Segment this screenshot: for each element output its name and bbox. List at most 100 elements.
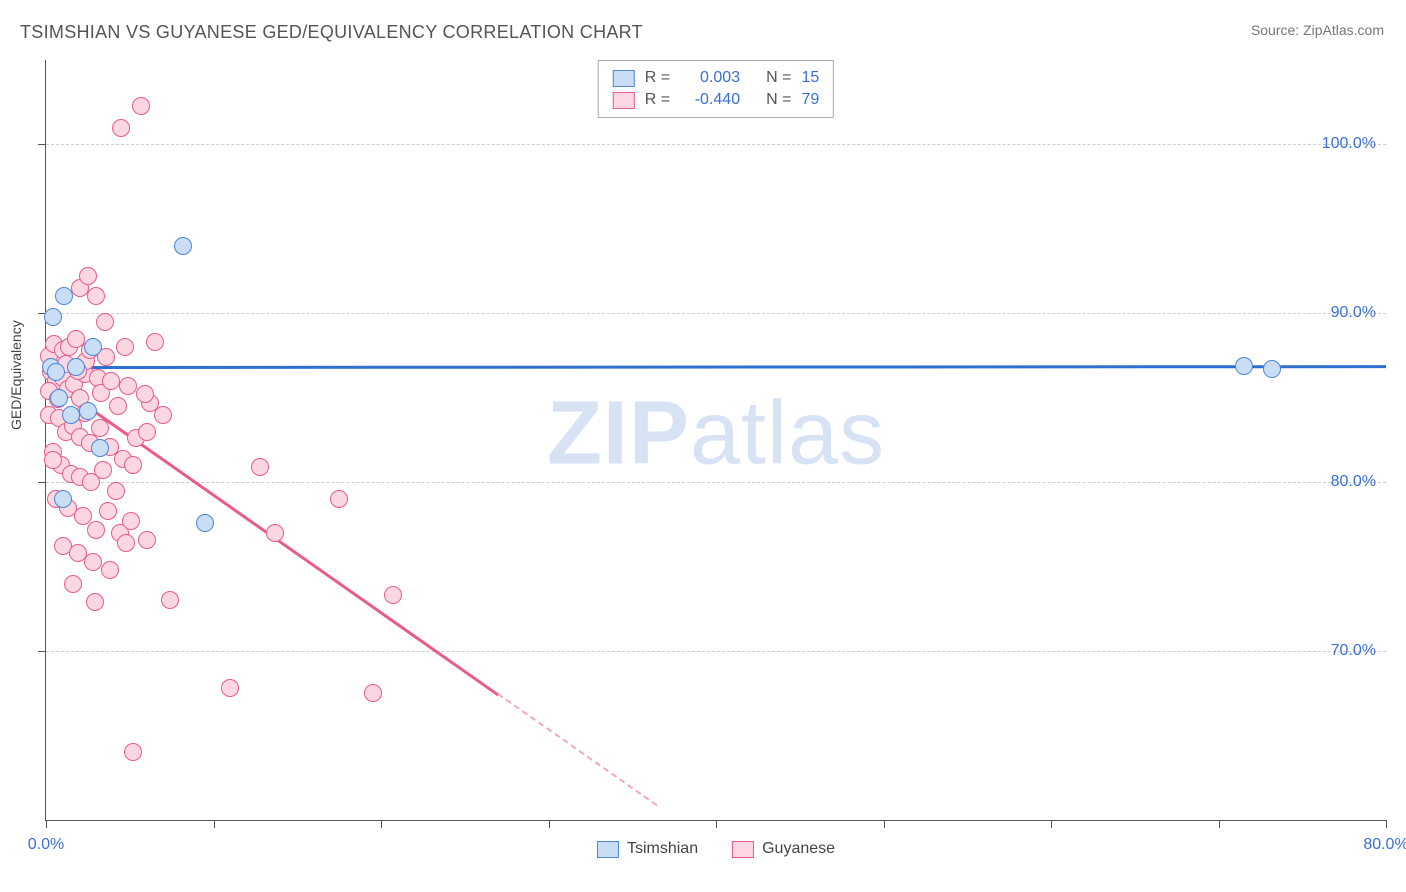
data-point-guyanese bbox=[87, 287, 105, 305]
data-point-guyanese bbox=[330, 490, 348, 508]
data-point-guyanese bbox=[146, 333, 164, 351]
x-tick-label: 80.0% bbox=[1363, 836, 1406, 854]
data-point-guyanese bbox=[94, 461, 112, 479]
data-point-tsimshian bbox=[67, 358, 85, 376]
y-tick-label: 80.0% bbox=[1331, 473, 1376, 491]
data-point-tsimshian bbox=[196, 514, 214, 532]
data-point-guyanese bbox=[138, 531, 156, 549]
x-tick bbox=[381, 820, 382, 828]
gridline bbox=[46, 144, 1386, 145]
chart-title: TSIMSHIAN VS GUYANESE GED/EQUIVALENCY CO… bbox=[20, 22, 643, 43]
data-point-guyanese bbox=[64, 575, 82, 593]
data-point-tsimshian bbox=[44, 308, 62, 326]
data-point-guyanese bbox=[109, 397, 127, 415]
legend-label-tsimshian: Tsimshian bbox=[627, 840, 698, 858]
data-point-guyanese bbox=[136, 385, 154, 403]
data-point-guyanese bbox=[79, 267, 97, 285]
watermark-bold: ZIP bbox=[547, 383, 690, 483]
source-name: ZipAtlas.com bbox=[1303, 22, 1384, 38]
legend-item-tsimshian: Tsimshian bbox=[597, 840, 698, 858]
data-point-tsimshian bbox=[54, 490, 72, 508]
data-point-guyanese bbox=[99, 502, 117, 520]
x-tick bbox=[716, 820, 717, 828]
data-point-guyanese bbox=[91, 419, 109, 437]
data-point-guyanese bbox=[124, 456, 142, 474]
n-label: N = bbox=[766, 67, 791, 89]
r-value-tsimshian: 0.003 bbox=[680, 67, 740, 89]
data-point-guyanese bbox=[117, 534, 135, 552]
legend-swatch-guyanese-icon bbox=[732, 841, 754, 858]
data-point-guyanese bbox=[116, 338, 134, 356]
regression-line bbox=[498, 694, 658, 807]
data-point-guyanese bbox=[124, 743, 142, 761]
data-point-tsimshian bbox=[50, 389, 68, 407]
data-point-guyanese bbox=[161, 591, 179, 609]
n-label: N = bbox=[766, 89, 791, 111]
x-tick bbox=[1386, 820, 1387, 828]
data-point-tsimshian bbox=[174, 237, 192, 255]
data-point-tsimshian bbox=[1263, 360, 1281, 378]
data-point-tsimshian bbox=[1235, 357, 1253, 375]
data-point-guyanese bbox=[154, 406, 172, 424]
x-tick bbox=[1219, 820, 1220, 828]
y-tick-label: 100.0% bbox=[1322, 135, 1376, 153]
y-tick bbox=[38, 651, 46, 652]
data-point-guyanese bbox=[251, 458, 269, 476]
data-point-tsimshian bbox=[79, 402, 97, 420]
gridline bbox=[46, 651, 1386, 652]
legend-item-guyanese: Guyanese bbox=[732, 840, 835, 858]
gridline bbox=[46, 482, 1386, 483]
watermark-rest: atlas bbox=[690, 383, 885, 483]
data-point-guyanese bbox=[84, 553, 102, 571]
data-point-guyanese bbox=[96, 313, 114, 331]
x-tick bbox=[1051, 820, 1052, 828]
legend-stats-row-tsimshian: R = 0.003 N = 15 bbox=[613, 67, 819, 89]
x-tick bbox=[884, 820, 885, 828]
plot-area: ZIPatlas R = 0.003 N = 15 R = -0.440 N =… bbox=[45, 60, 1386, 821]
legend-stats-row-guyanese: R = -0.440 N = 79 bbox=[613, 89, 819, 111]
data-point-guyanese bbox=[107, 482, 125, 500]
source-prefix: Source: bbox=[1251, 22, 1303, 38]
y-tick bbox=[38, 482, 46, 483]
y-tick-label: 90.0% bbox=[1331, 304, 1376, 322]
data-point-guyanese bbox=[364, 684, 382, 702]
data-point-guyanese bbox=[87, 521, 105, 539]
n-value-guyanese: 79 bbox=[801, 89, 819, 111]
y-tick bbox=[38, 144, 46, 145]
data-point-tsimshian bbox=[62, 406, 80, 424]
data-point-guyanese bbox=[132, 97, 150, 115]
data-point-guyanese bbox=[266, 524, 284, 542]
data-point-tsimshian bbox=[55, 287, 73, 305]
data-point-guyanese bbox=[138, 423, 156, 441]
data-point-guyanese bbox=[101, 561, 119, 579]
data-point-tsimshian bbox=[84, 338, 102, 356]
x-tick bbox=[214, 820, 215, 828]
legend-swatch-tsimshian-icon bbox=[613, 70, 635, 87]
legend-label-guyanese: Guyanese bbox=[762, 840, 835, 858]
data-point-guyanese bbox=[221, 679, 239, 697]
data-point-tsimshian bbox=[91, 439, 109, 457]
regression-line bbox=[46, 365, 1386, 368]
x-tick bbox=[549, 820, 550, 828]
source-attribution: Source: ZipAtlas.com bbox=[1251, 22, 1384, 38]
y-tick-label: 70.0% bbox=[1331, 642, 1376, 660]
r-label: R = bbox=[645, 89, 670, 111]
data-point-guyanese bbox=[102, 372, 120, 390]
data-point-guyanese bbox=[384, 586, 402, 604]
x-tick bbox=[46, 820, 47, 828]
y-axis-label: GED/Equivalency bbox=[8, 320, 24, 430]
data-point-guyanese bbox=[122, 512, 140, 530]
x-tick-label: 0.0% bbox=[28, 836, 64, 854]
watermark: ZIPatlas bbox=[547, 382, 885, 485]
data-point-guyanese bbox=[119, 377, 137, 395]
data-point-tsimshian bbox=[47, 363, 65, 381]
data-point-guyanese bbox=[86, 593, 104, 611]
n-value-tsimshian: 15 bbox=[801, 67, 819, 89]
legend-swatch-tsimshian-icon bbox=[597, 841, 619, 858]
r-label: R = bbox=[645, 67, 670, 89]
data-point-guyanese bbox=[112, 119, 130, 137]
legend-swatch-guyanese-icon bbox=[613, 92, 635, 109]
data-point-guyanese bbox=[44, 451, 62, 469]
gridline bbox=[46, 313, 1386, 314]
r-value-guyanese: -0.440 bbox=[680, 89, 740, 111]
